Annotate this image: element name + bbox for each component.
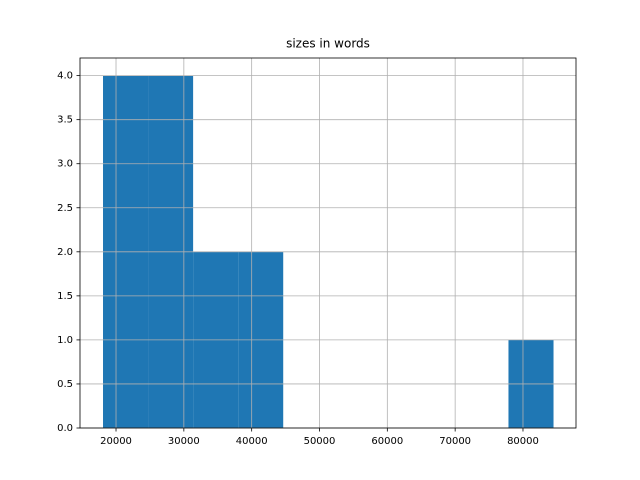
y-tick-label: 2.0: [57, 247, 73, 258]
y-tick-label: 3.0: [57, 159, 73, 170]
y-tick-label: 1.0: [57, 335, 73, 346]
y-tick-label: 2.5: [57, 203, 73, 214]
plot-frame: [79, 57, 577, 429]
x-tick-label: 60000: [371, 436, 403, 447]
x-tick-label: 80000: [507, 436, 539, 447]
x-tick-label: 50000: [304, 436, 336, 447]
y-tick-label: 0.5: [57, 379, 73, 390]
y-tick-label: 3.5: [57, 115, 73, 126]
x-tick-label: 20000: [100, 436, 132, 447]
y-tick-label: 4.0: [57, 71, 73, 82]
x-tick-label: 30000: [168, 436, 200, 447]
y-tick-label: 0.0: [57, 423, 73, 434]
chart-title: sizes in words: [286, 37, 370, 51]
y-tick-label: 1.5: [57, 291, 73, 302]
x-tick-label: 40000: [236, 436, 268, 447]
x-tick-label: 70000: [439, 436, 471, 447]
